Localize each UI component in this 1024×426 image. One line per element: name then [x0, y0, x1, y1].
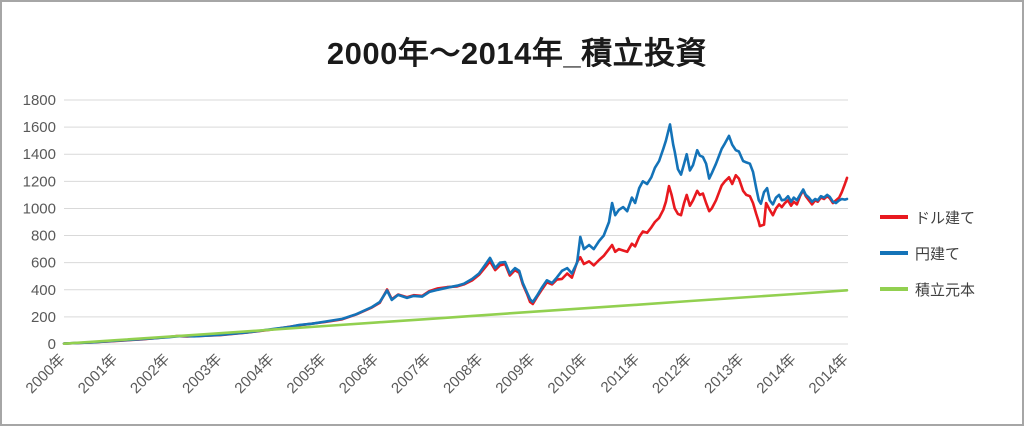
chart-title: 2000年〜2014年_積立投資 — [326, 36, 708, 71]
x-axis-tick-label: 2007年 — [388, 351, 434, 397]
legend-item-principal: 積立元本 — [880, 280, 1020, 299]
x-axis-tick-label: 2009年 — [492, 351, 538, 397]
y-axis-tick-label: 800 — [31, 228, 56, 245]
y-axis-tick-label: 200 — [31, 309, 56, 326]
x-axis-tick-label: 2003年 — [179, 351, 225, 397]
y-axis-tick-label: 1400 — [23, 146, 56, 163]
y-axis-tick-label: 400 — [31, 282, 56, 299]
legend-item-dollar: ドル建て — [880, 208, 1020, 227]
x-axis-tick-label: 2014年 — [753, 351, 799, 397]
x-axis-tick-label: 2011年 — [598, 351, 643, 396]
y-axis-tick-label: 600 — [31, 255, 56, 272]
chart-legend: ドル建て 円建て 積立元本 — [880, 208, 1020, 316]
x-axis-tick-label: 2001年 — [75, 351, 121, 397]
legend-label: 円建て — [915, 245, 961, 263]
x-axis-tick-label: 2004年 — [231, 351, 277, 397]
x-axis-tick-label: 2002年 — [127, 351, 173, 397]
legend-item-yen: 円建て — [880, 244, 1020, 263]
x-axis-tick-label: 2008年 — [440, 351, 486, 397]
x-axis-tick-label: 2014年 — [806, 351, 852, 397]
x-axis-tick-label: 2006年 — [336, 351, 382, 397]
y-axis-tick-label: 1200 — [23, 173, 56, 190]
legend-line-swatch-green — [880, 287, 908, 291]
x-axis-tick-label: 2000年 — [23, 351, 69, 397]
x-axis-tick-label: 2012年 — [649, 351, 695, 397]
legend-label: ドル建て — [915, 209, 976, 227]
x-axis-tick-label: 2005年 — [284, 351, 330, 397]
y-axis-tick-label: 0 — [48, 336, 56, 353]
legend-line-swatch-blue — [880, 251, 908, 255]
x-axis-tick-label: 2013年 — [701, 351, 747, 397]
series-line-円建て — [62, 123, 849, 345]
x-axis-tick-label: 2010年 — [545, 351, 591, 397]
y-axis-tick-label: 1800 — [23, 92, 56, 109]
y-axis-tick-label: 1600 — [23, 119, 56, 136]
y-axis-tick-label: 1000 — [23, 200, 56, 217]
legend-label: 積立元本 — [915, 281, 976, 299]
legend-line-swatch-red — [880, 215, 908, 219]
series-line-積立元本 — [62, 288, 849, 346]
